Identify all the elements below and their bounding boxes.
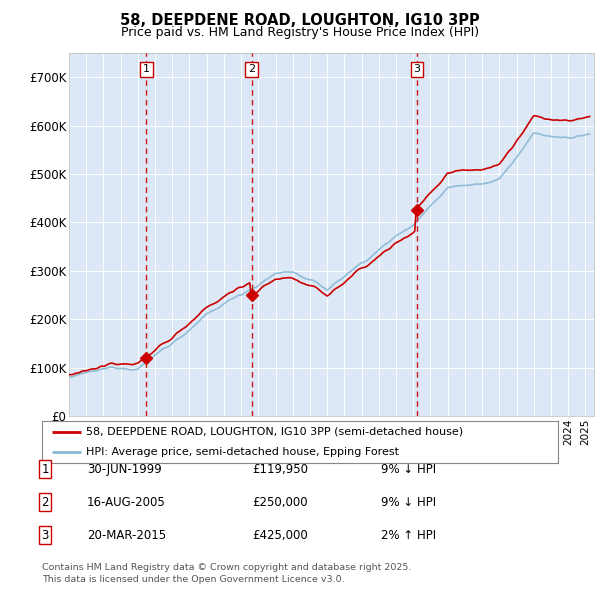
Text: 3: 3 <box>413 64 421 74</box>
Text: 9% ↓ HPI: 9% ↓ HPI <box>381 463 436 476</box>
Text: 2% ↑ HPI: 2% ↑ HPI <box>381 529 436 542</box>
Text: 20-MAR-2015: 20-MAR-2015 <box>87 529 166 542</box>
Text: 1: 1 <box>41 463 49 476</box>
Text: Price paid vs. HM Land Registry's House Price Index (HPI): Price paid vs. HM Land Registry's House … <box>121 26 479 39</box>
Text: 3: 3 <box>41 529 49 542</box>
Text: Contains HM Land Registry data © Crown copyright and database right 2025.: Contains HM Land Registry data © Crown c… <box>42 563 412 572</box>
Text: 30-JUN-1999: 30-JUN-1999 <box>87 463 162 476</box>
Text: £250,000: £250,000 <box>252 496 308 509</box>
Text: 2: 2 <box>41 496 49 509</box>
Text: 1: 1 <box>143 64 150 74</box>
Text: This data is licensed under the Open Government Licence v3.0.: This data is licensed under the Open Gov… <box>42 575 344 584</box>
Text: 9% ↓ HPI: 9% ↓ HPI <box>381 496 436 509</box>
Text: 58, DEEPDENE ROAD, LOUGHTON, IG10 3PP (semi-detached house): 58, DEEPDENE ROAD, LOUGHTON, IG10 3PP (s… <box>86 427 463 437</box>
Text: HPI: Average price, semi-detached house, Epping Forest: HPI: Average price, semi-detached house,… <box>86 447 399 457</box>
Text: £425,000: £425,000 <box>252 529 308 542</box>
Text: 2: 2 <box>248 64 256 74</box>
Text: £119,950: £119,950 <box>252 463 308 476</box>
Text: 58, DEEPDENE ROAD, LOUGHTON, IG10 3PP: 58, DEEPDENE ROAD, LOUGHTON, IG10 3PP <box>120 13 480 28</box>
Text: 16-AUG-2005: 16-AUG-2005 <box>87 496 166 509</box>
